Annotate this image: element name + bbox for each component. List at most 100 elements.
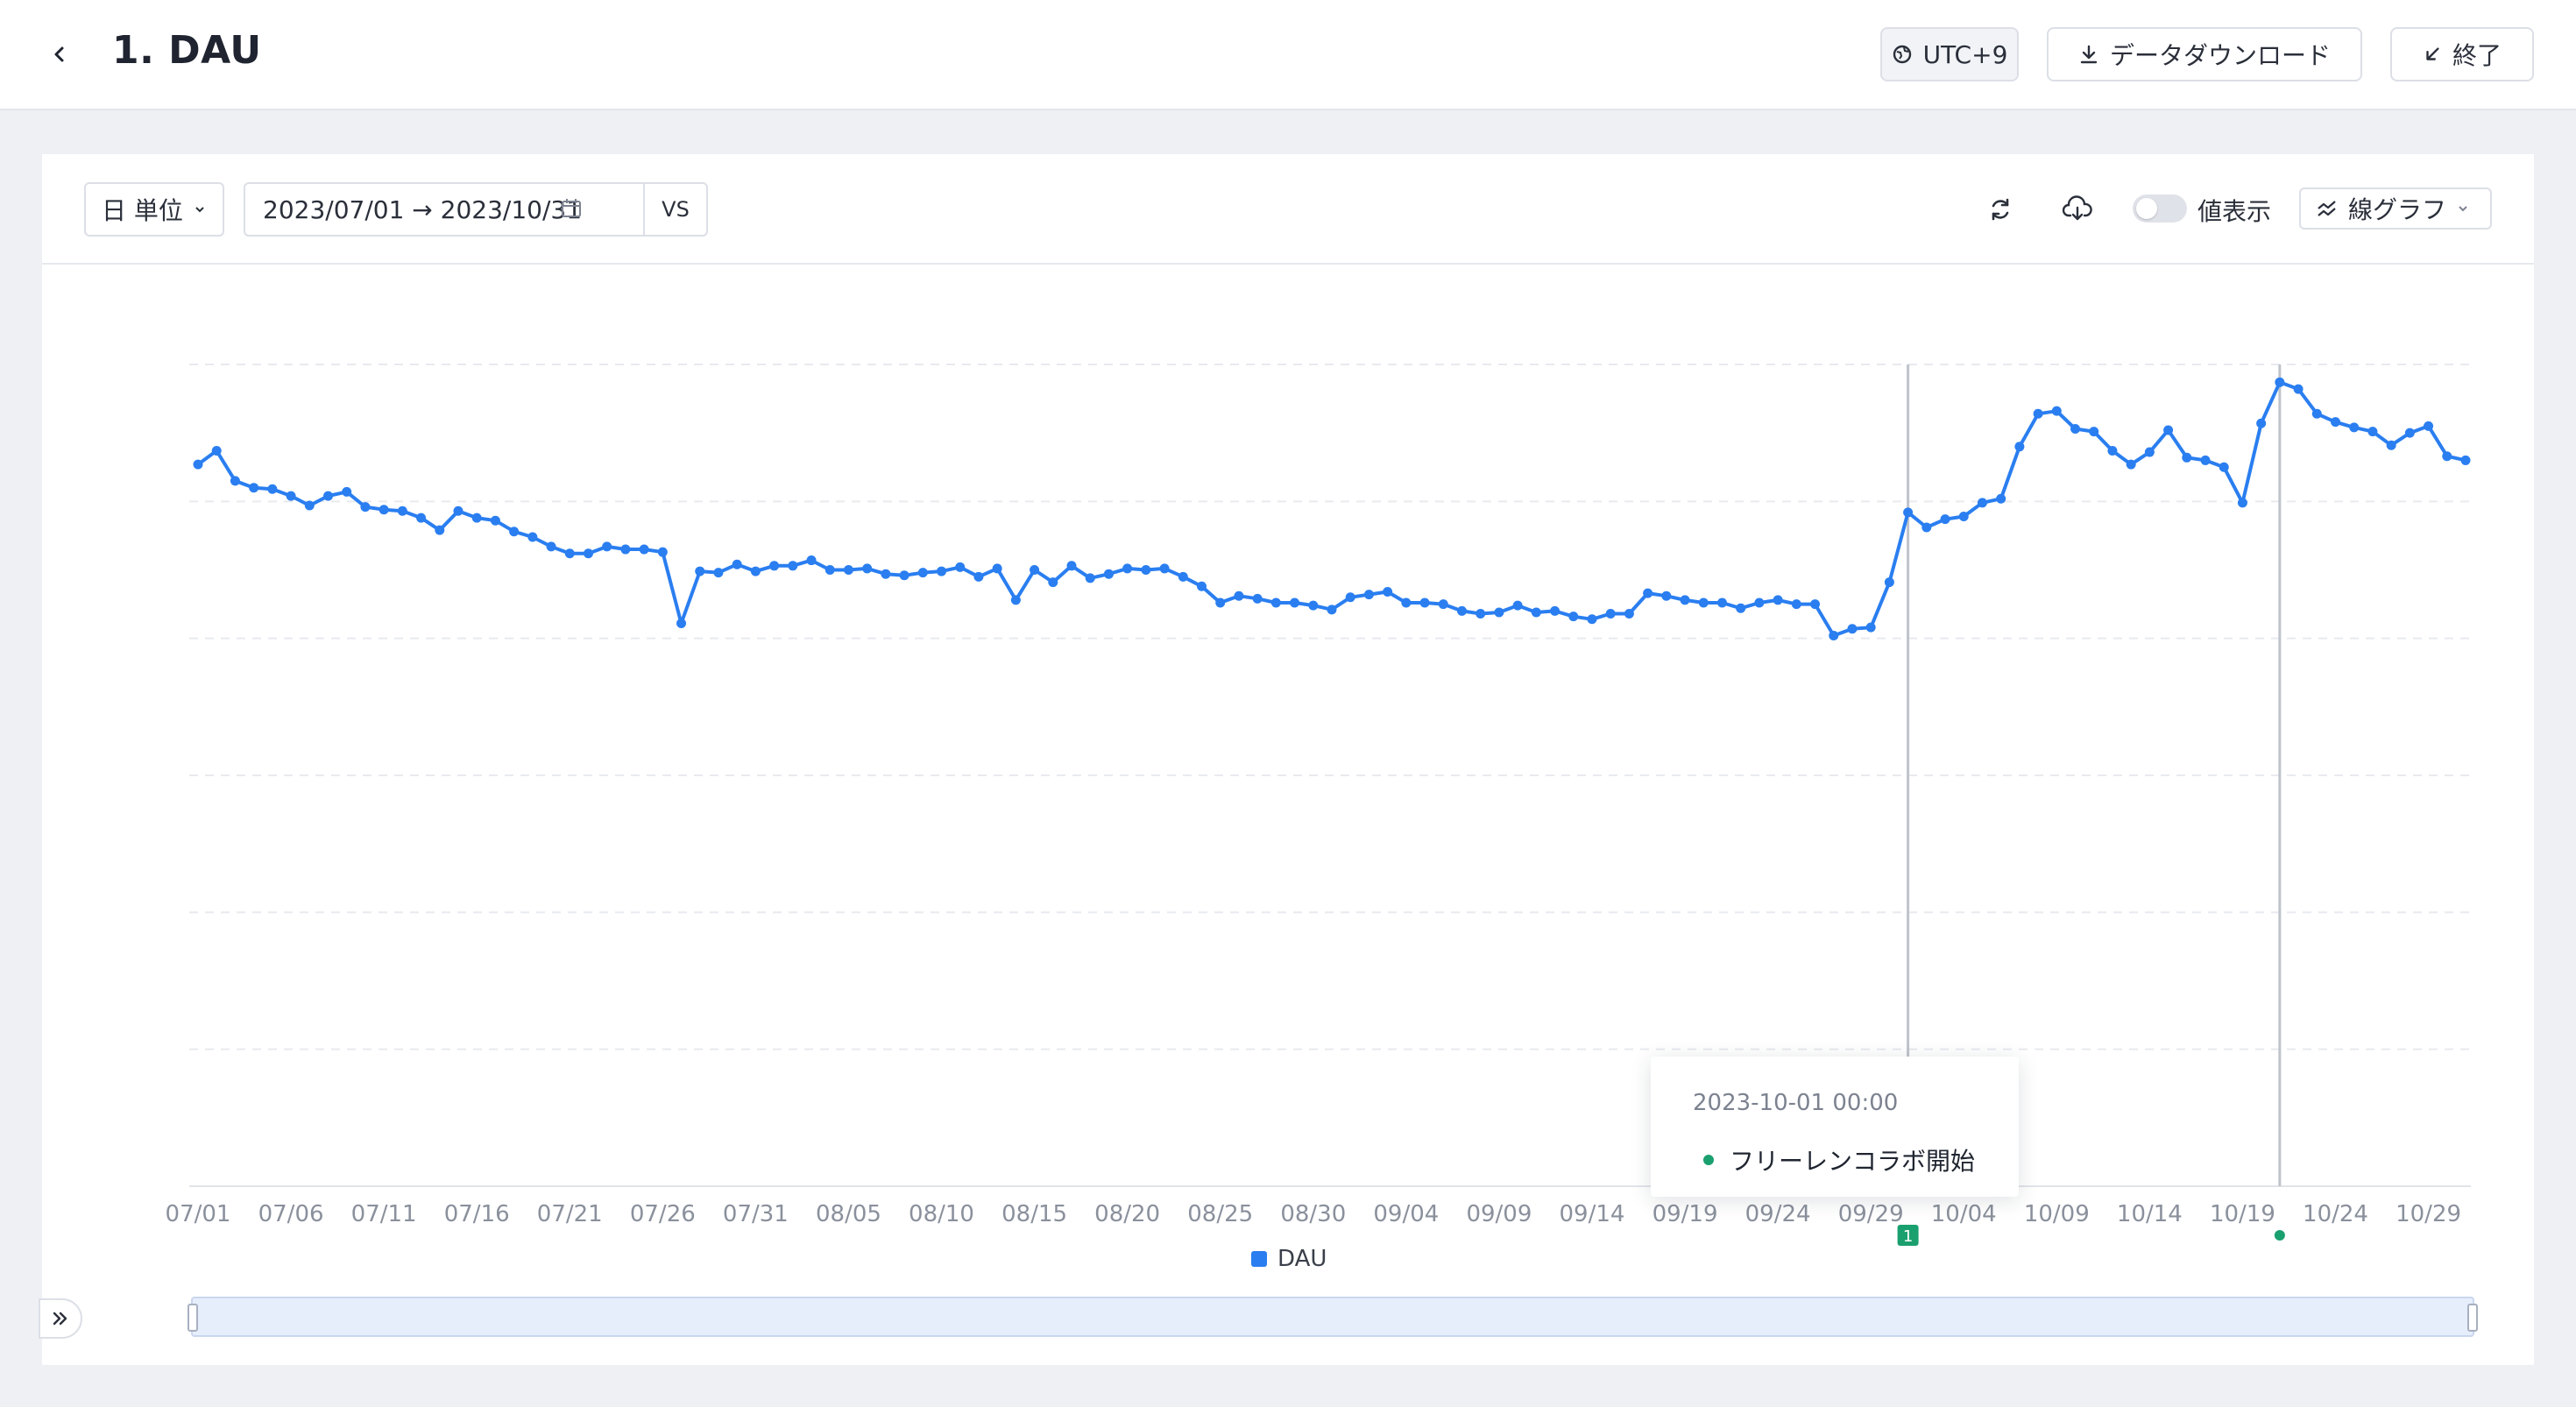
- data-point: [620, 544, 631, 555]
- data-point: [1252, 593, 1263, 604]
- data-point: [1940, 514, 1950, 525]
- data-point: [1048, 577, 1058, 588]
- data-point: [657, 547, 668, 557]
- data-point: [1476, 609, 1486, 619]
- range-handle-start[interactable]: [188, 1304, 198, 1332]
- x-tick-label: 07/31: [723, 1201, 789, 1227]
- page-title: 1. DAU: [112, 28, 262, 73]
- data-point: [695, 566, 705, 576]
- x-tick-label: 09/09: [1466, 1201, 1532, 1227]
- data-point: [1698, 597, 1709, 608]
- exit-label: 終了: [2452, 41, 2502, 70]
- data-point: [2014, 442, 2025, 452]
- compare-vs-button[interactable]: VS: [643, 184, 706, 235]
- legend-label: DAU: [1277, 1246, 1327, 1272]
- data-point: [1383, 587, 1393, 597]
- data-point: [564, 548, 575, 559]
- data-point: [2331, 417, 2341, 428]
- series-line-dau: [196, 380, 2466, 638]
- data-point: [509, 527, 520, 537]
- data-point: [639, 544, 649, 555]
- x-tick-label: 08/30: [1280, 1201, 1346, 1227]
- chart-type-select[interactable]: 線グラフ: [2299, 187, 2492, 230]
- data-point: [824, 565, 835, 575]
- data-point: [2089, 427, 2099, 437]
- data-point: [230, 476, 240, 486]
- data-point: [1327, 605, 1337, 615]
- date-range-slider[interactable]: [188, 1297, 2478, 1337]
- data-point: [1103, 569, 1114, 579]
- date-range-label: 2023/07/01 → 2023/10/31: [263, 194, 583, 224]
- data-point: [862, 563, 873, 574]
- data-point: [1456, 605, 1467, 616]
- data-point: [2424, 421, 2434, 431]
- timezone-label: UTC+9: [1922, 39, 2008, 69]
- data-point: [1178, 571, 1188, 582]
- data-point: [211, 445, 222, 456]
- data-point: [2182, 452, 2192, 463]
- x-tick-label: 09/24: [1745, 1201, 1811, 1227]
- x-tick-label: 10/29: [2396, 1201, 2461, 1227]
- data-point: [2256, 418, 2267, 428]
- data-point: [304, 500, 315, 511]
- data-point: [973, 571, 984, 582]
- chart-card: 日 単位 2023/07/01 → 2023/10/31 VS 値表示 線グラフ…: [39, 154, 2534, 1365]
- expand-panel-button[interactable]: [39, 1298, 82, 1339]
- data-point: [2367, 427, 2378, 437]
- time-unit-select[interactable]: 日 単位: [84, 182, 224, 237]
- data-point: [1308, 600, 1319, 611]
- data-point: [1494, 607, 1504, 618]
- date-range-picker[interactable]: 2023/07/01 → 2023/10/31 VS: [244, 182, 708, 237]
- download-data-label: データダウンロード: [2109, 41, 2331, 70]
- x-tick-label: 08/05: [816, 1201, 881, 1227]
- data-point: [1587, 614, 1597, 625]
- data-point: [1010, 595, 1021, 605]
- cloud-download-button[interactable]: [2057, 189, 2098, 230]
- data-point: [1568, 612, 1579, 622]
- data-point: [732, 559, 742, 569]
- data-point: [286, 491, 296, 501]
- data-point: [1419, 597, 1430, 608]
- x-tick-label: 10/19: [2210, 1201, 2275, 1227]
- data-point: [1921, 522, 1932, 533]
- data-point: [1215, 597, 1226, 608]
- tooltip-event-row: フリーレンコラボ開始: [1703, 1142, 1975, 1177]
- data-point: [2386, 440, 2396, 450]
- x-tick-label: 07/21: [537, 1201, 603, 1227]
- data-point: [2144, 447, 2155, 457]
- x-tick-label: 10/24: [2303, 1201, 2368, 1227]
- x-tick-label: 09/14: [1560, 1201, 1625, 1227]
- range-handle-end[interactable]: [2467, 1304, 2478, 1332]
- back-button[interactable]: [40, 35, 79, 74]
- line-chart-icon: [2318, 201, 2336, 216]
- data-point: [1903, 507, 1914, 518]
- refresh-button[interactable]: [1980, 189, 2020, 230]
- chevron-down-icon: [195, 207, 204, 213]
- data-point: [788, 561, 798, 571]
- data-point: [881, 569, 891, 579]
- data-point: [2163, 425, 2174, 435]
- show-values-toggle[interactable]: [2133, 194, 2187, 223]
- data-point: [1085, 573, 1095, 583]
- data-point: [843, 565, 853, 575]
- data-point: [676, 618, 687, 628]
- exit-button[interactable]: 終了: [2390, 27, 2534, 81]
- download-data-button[interactable]: データダウンロード: [2047, 27, 2362, 81]
- data-point: [2442, 451, 2452, 462]
- data-point: [1030, 565, 1040, 575]
- data-point: [1122, 563, 1133, 574]
- x-tick-label: 10/04: [1931, 1201, 1997, 1227]
- toggle-knob: [2136, 198, 2157, 219]
- data-point: [342, 486, 352, 497]
- data-point: [1141, 565, 1151, 575]
- x-tick-label: 08/10: [909, 1201, 974, 1227]
- dau-line-chart[interactable]: 1 07/01 07/06 07/11 07/16 07/21 07/26 07/31 08/0…: [42, 154, 2534, 1293]
- data-point: [899, 570, 909, 581]
- data-point: [2460, 455, 2471, 465]
- x-tick-label: 08/20: [1094, 1201, 1160, 1227]
- data-point: [1401, 597, 1412, 608]
- timezone-button[interactable]: UTC+9: [1880, 27, 2019, 81]
- legend-item-dau[interactable]: DAU: [1251, 1246, 1327, 1272]
- compare-vs-label: VS: [662, 197, 690, 222]
- event-dot: [1703, 1155, 1714, 1165]
